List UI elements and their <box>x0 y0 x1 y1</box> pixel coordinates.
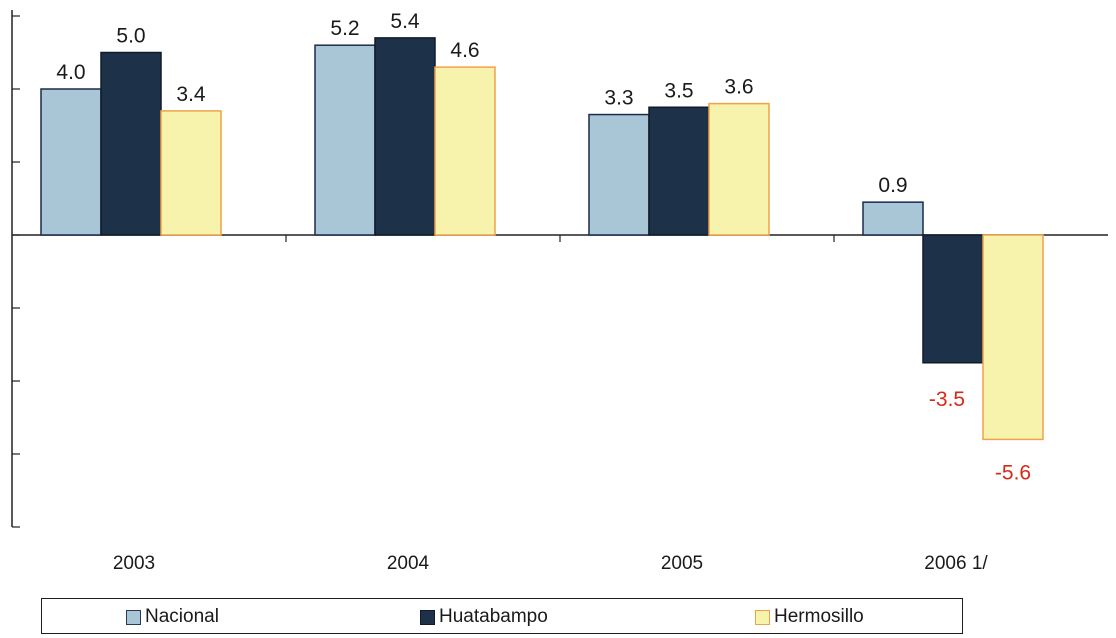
bar-huatabampo <box>374 37 436 236</box>
chart-legend: Nacional Huatabampo Hermosillo <box>41 598 963 634</box>
bar-chart: 4.0 5.2 3.3 0.9 5.0 5.4 3.5 -3.5 3.4 4.6 3.6 -5.6 2… <box>11 10 1108 574</box>
data-label: 3.4 <box>176 83 206 106</box>
data-label: 3.5 <box>664 79 693 102</box>
bar-nacional <box>588 113 650 236</box>
x-tick-label: 2006 1/ <box>924 553 988 574</box>
bar-huatabampo <box>922 234 984 364</box>
x-tick-label: 2005 <box>661 553 703 574</box>
legend-label-hermosillo: Hermosillo <box>774 606 864 627</box>
data-label: 5.0 <box>116 25 145 48</box>
bar-nacional <box>862 201 924 236</box>
legend-swatch-huatabampo <box>420 609 435 625</box>
legend-item-nacional: Nacional <box>126 606 219 628</box>
x-tick-label: 2003 <box>113 553 155 574</box>
bar-huatabampo <box>100 51 162 236</box>
legend-label-huatabampo: Huatabampo <box>439 606 548 627</box>
bar-hermosillo <box>434 66 496 236</box>
bar-hermosillo <box>160 110 222 236</box>
bar-nacional <box>314 44 376 236</box>
bar-nacional <box>40 88 102 236</box>
data-label: 5.4 <box>390 10 420 33</box>
data-label: 4.0 <box>56 61 85 84</box>
legend-swatch-nacional <box>126 609 141 625</box>
legend-item-huatabampo: Huatabampo <box>420 606 548 628</box>
data-label: -3.5 <box>929 388 965 411</box>
bar-huatabampo <box>648 106 710 236</box>
legend-item-hermosillo: Hermosillo <box>755 606 864 628</box>
chart-x-tick-labels: 2003 2004 2005 2006 1/ <box>113 553 989 574</box>
legend-swatch-hermosillo <box>755 609 770 625</box>
data-label: -5.6 <box>995 461 1031 484</box>
data-label: 4.6 <box>450 39 479 62</box>
data-label: 5.2 <box>330 17 359 40</box>
bar-hermosillo <box>982 234 1044 441</box>
x-tick-label: 2004 <box>387 553 430 574</box>
chart-data-labels: 4.0 5.2 3.3 0.9 5.0 5.4 3.5 -3.5 3.4 4.6 3.6 -5.6 <box>56 10 1031 484</box>
data-label: 3.3 <box>604 87 633 110</box>
legend-label-nacional: Nacional <box>145 606 219 627</box>
bar-hermosillo <box>708 102 770 236</box>
chart-bars <box>40 37 1044 441</box>
data-label: 0.9 <box>878 174 907 197</box>
data-label: 3.6 <box>724 76 753 99</box>
